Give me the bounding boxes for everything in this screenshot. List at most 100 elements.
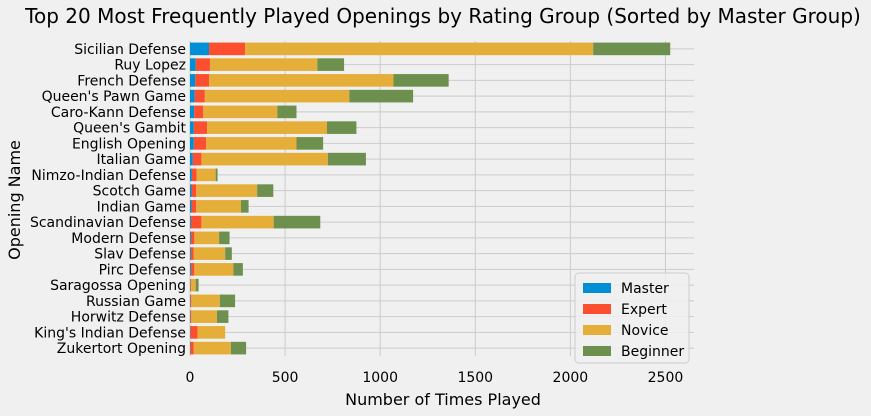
bar-expert — [190, 278, 191, 292]
bars — [190, 42, 671, 355]
bar-beginner — [296, 137, 324, 150]
bar-novice — [196, 168, 216, 182]
x-tick-label: 500 — [272, 370, 299, 386]
y-tick-label: French Defense — [77, 73, 186, 89]
x-tick-label: 2000 — [553, 370, 589, 386]
bar-beginner — [326, 121, 357, 134]
bar-expert — [192, 152, 202, 166]
legend-swatch — [583, 346, 611, 356]
legend-entry: Expert — [621, 302, 667, 318]
bar-novice — [193, 341, 231, 355]
y-tick-label: Scandinavian Defense — [30, 215, 186, 231]
bar-expert — [195, 74, 210, 87]
bar-master — [190, 247, 191, 260]
bar-beginner — [593, 42, 671, 56]
bar-novice — [204, 89, 350, 103]
y-tick-label: Ruy Lopez — [114, 58, 186, 74]
bar-novice — [193, 247, 226, 260]
bar-beginner — [219, 231, 230, 245]
bar-beginner — [195, 278, 199, 292]
bar-beginner — [277, 105, 297, 119]
bar-novice — [197, 326, 226, 339]
bar-novice — [245, 42, 594, 56]
bar-master — [190, 200, 192, 213]
bar-beginner — [257, 184, 274, 197]
bar-master — [190, 215, 191, 229]
legend-box — [574, 272, 690, 364]
y-tick-label: Slav Defense — [94, 247, 186, 263]
bar-master — [190, 74, 196, 87]
bar-expert — [209, 42, 246, 56]
bar-beginner — [215, 168, 218, 182]
bar-expert — [190, 231, 195, 245]
bar-expert — [190, 263, 195, 276]
bar-expert — [190, 294, 192, 308]
legend-entry: Novice — [621, 323, 669, 339]
y-tick-label: King's Indian Defense — [34, 325, 186, 341]
y-tick-label: Zukertort Opening — [57, 341, 186, 357]
bar-beginner — [219, 294, 236, 308]
bar-expert — [193, 137, 207, 150]
y-tick-label: Saragossa Opening — [50, 278, 186, 294]
y-tick-label: Sicilian Defense — [74, 42, 186, 58]
bar-master — [190, 263, 191, 276]
bar-novice — [206, 137, 297, 150]
bar-novice — [196, 184, 258, 197]
bar-novice — [203, 105, 278, 119]
bar-expert — [190, 326, 198, 339]
y-tick-label: Indian Game — [97, 199, 186, 215]
y-tick-label: Modern Defense — [71, 231, 186, 247]
bar-expert — [190, 247, 194, 260]
y-axis-label: Opening Name — [5, 140, 24, 260]
x-tick-label: 0 — [186, 370, 195, 386]
x-axis-label: Number of Times Played — [345, 390, 541, 409]
bar-novice — [191, 294, 220, 308]
bar-beginner — [217, 310, 229, 323]
bar-expert — [194, 105, 204, 119]
bar-expert — [191, 184, 197, 197]
bar-master — [190, 137, 194, 150]
bar-expert — [191, 200, 197, 213]
legend-swatch — [583, 325, 611, 335]
bar-beginner — [230, 341, 247, 355]
bar-novice — [194, 231, 220, 245]
bar-beginner — [240, 200, 249, 213]
bar-novice — [209, 74, 394, 87]
legend-entry: Master — [621, 281, 669, 297]
bar-expert — [194, 89, 205, 103]
y-tick-label: Pirc Defense — [99, 262, 186, 278]
y-tick-label: English Opening — [72, 136, 186, 152]
bar-novice — [201, 215, 274, 229]
bar-novice — [191, 310, 218, 323]
x-tick-label: 1500 — [457, 370, 493, 386]
bar-master — [190, 58, 196, 71]
bar-novice — [190, 278, 196, 292]
bar-master — [190, 152, 193, 166]
y-tick-label: Queen's Pawn Game — [42, 89, 186, 105]
bar-expert — [190, 341, 194, 355]
legend: Master Expert Novice Beginner — [574, 272, 690, 364]
bar-novice — [207, 121, 327, 134]
y-tick-label: Queen's Gambit — [73, 121, 186, 137]
bar-novice — [201, 152, 328, 166]
bar-master — [190, 42, 210, 56]
bar-beginner — [233, 263, 243, 276]
bar-beginner — [225, 247, 232, 260]
bar-novice — [194, 263, 234, 276]
bar-beginner — [273, 215, 321, 229]
bar-beginner — [393, 74, 449, 87]
bar-beginner — [317, 58, 345, 71]
bar-master — [190, 105, 195, 119]
y-tick-label: Nimzo-Indian Defense — [31, 168, 186, 184]
bar-master — [190, 168, 192, 182]
bar-master — [190, 121, 194, 134]
legend-swatch — [583, 304, 611, 314]
y-tick-label: Italian Game — [96, 152, 186, 168]
y-tick-label: Horwitz Defense — [71, 310, 186, 326]
bar-novice — [209, 58, 318, 71]
y-tick-label: Russian Game — [86, 294, 186, 310]
x-tick-label: 2500 — [648, 370, 684, 386]
x-tick-labels: 0 500 1000 1500 2000 2500 — [186, 370, 684, 386]
